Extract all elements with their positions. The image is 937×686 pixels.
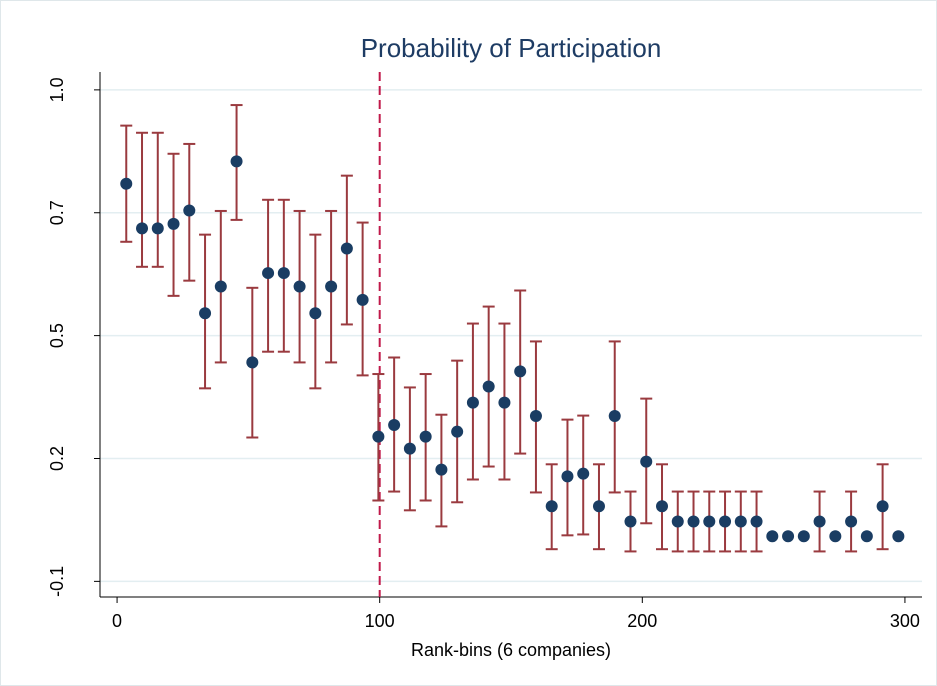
point bbox=[529, 410, 542, 423]
point bbox=[624, 515, 637, 528]
point bbox=[388, 418, 401, 431]
point bbox=[325, 280, 338, 293]
y-tick-label: 0.7 bbox=[47, 200, 67, 225]
point bbox=[451, 425, 464, 438]
point bbox=[671, 515, 684, 528]
point bbox=[797, 530, 810, 543]
point bbox=[293, 280, 306, 293]
point bbox=[687, 515, 700, 528]
y-tick-label: 0.2 bbox=[47, 446, 67, 471]
y-tick-label: 0.5 bbox=[47, 323, 67, 348]
point bbox=[719, 515, 732, 528]
point bbox=[277, 267, 290, 280]
point bbox=[608, 410, 621, 423]
chart-title: Probability of Participation bbox=[361, 33, 662, 63]
x-axis-label: Rank-bins (6 companies) bbox=[411, 640, 611, 660]
x-tick-label: 200 bbox=[627, 611, 657, 631]
y-tick-label: 1.0 bbox=[47, 77, 67, 102]
point bbox=[482, 380, 495, 393]
point bbox=[640, 455, 653, 468]
point bbox=[514, 365, 527, 378]
point bbox=[262, 267, 275, 280]
point bbox=[750, 515, 763, 528]
point bbox=[199, 307, 212, 320]
point bbox=[813, 515, 826, 528]
point bbox=[136, 222, 149, 235]
point bbox=[372, 430, 385, 443]
point bbox=[309, 307, 322, 320]
point bbox=[230, 155, 243, 168]
point bbox=[356, 293, 369, 306]
x-tick-label: 0 bbox=[112, 611, 122, 631]
point bbox=[892, 530, 905, 543]
point bbox=[466, 396, 479, 409]
point bbox=[151, 222, 164, 235]
point bbox=[403, 442, 416, 455]
point bbox=[120, 177, 133, 190]
point bbox=[419, 430, 432, 443]
point bbox=[734, 515, 747, 528]
point bbox=[435, 463, 448, 476]
point bbox=[782, 530, 795, 543]
point bbox=[246, 356, 259, 369]
point bbox=[340, 242, 353, 255]
x-tick-label: 100 bbox=[365, 611, 395, 631]
point bbox=[860, 530, 873, 543]
point bbox=[829, 530, 842, 543]
point bbox=[183, 204, 196, 217]
y-tick-label: -0.1 bbox=[47, 566, 67, 597]
point bbox=[577, 467, 590, 480]
point bbox=[214, 280, 227, 293]
point bbox=[845, 515, 858, 528]
point bbox=[703, 515, 716, 528]
point bbox=[498, 396, 511, 409]
point bbox=[545, 500, 558, 513]
point bbox=[167, 217, 180, 230]
point bbox=[766, 530, 779, 543]
point bbox=[876, 500, 889, 513]
point bbox=[561, 470, 574, 483]
x-tick-label: 300 bbox=[890, 611, 920, 631]
point bbox=[656, 500, 669, 513]
point bbox=[592, 500, 605, 513]
